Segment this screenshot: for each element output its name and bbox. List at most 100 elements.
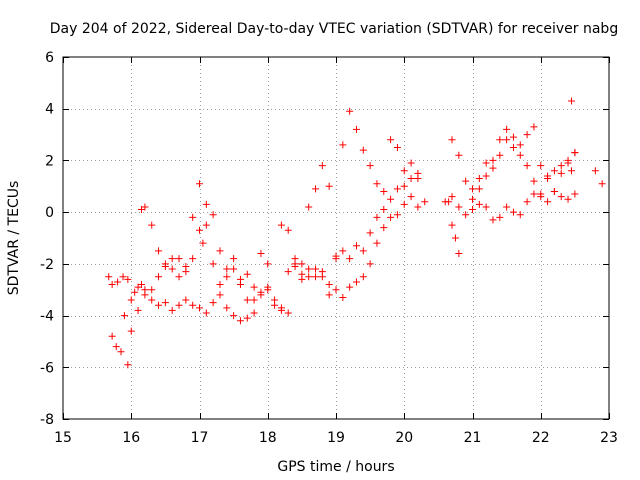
data-point (469, 185, 476, 193)
data-point (414, 203, 422, 211)
data-point (567, 97, 575, 105)
data-point (482, 203, 490, 211)
data-point (448, 193, 456, 201)
data-point (209, 211, 217, 219)
data-point (216, 281, 224, 289)
data-point (373, 239, 381, 247)
data-point (387, 136, 395, 144)
data-point (373, 213, 381, 221)
data-point (567, 167, 575, 175)
data-point (380, 206, 388, 214)
data-point (318, 162, 326, 170)
data-point (284, 226, 292, 234)
data-point (250, 309, 258, 317)
data-point (544, 198, 552, 206)
data-point (127, 296, 135, 304)
tick-layer: 15 16 17 18 19 20 21 22 23 -8 -6 -4 -2 0 2 4 6 (40, 50, 618, 446)
x-tick-label: 18 (259, 430, 277, 446)
data-point (202, 309, 210, 317)
data-point (332, 286, 340, 294)
y-tick-label: 6 (45, 50, 54, 66)
data-point (352, 278, 360, 286)
x-tick-label: 20 (395, 430, 413, 446)
data-point (168, 265, 176, 273)
data-point (284, 268, 292, 276)
data-point (250, 283, 258, 291)
data-point (155, 247, 163, 255)
data-point (230, 255, 238, 263)
data-point (196, 226, 203, 234)
data-point (312, 185, 320, 193)
data-point (216, 291, 224, 299)
data-point (530, 190, 538, 198)
data-point (117, 348, 125, 356)
data-point (277, 306, 285, 314)
data-point (141, 291, 149, 299)
data-point (108, 332, 116, 340)
data-point (564, 159, 572, 167)
data-point (448, 136, 456, 144)
chart-title: Day 204 of 2022, Sidereal Day-to-day VTE… (50, 21, 618, 37)
data-point (462, 177, 470, 185)
data-point (359, 247, 367, 255)
data-point (291, 255, 299, 263)
data-point (284, 309, 292, 317)
data-point (339, 141, 347, 149)
data-point (196, 180, 203, 188)
data-point (108, 281, 116, 289)
data-point (516, 141, 524, 149)
data-point (189, 255, 197, 263)
data-point (182, 296, 190, 304)
data-point (469, 195, 476, 203)
data-point (393, 211, 401, 219)
data-point (598, 180, 606, 188)
data-point (148, 296, 156, 304)
data-point (339, 247, 347, 255)
data-point (277, 221, 285, 229)
data-point (127, 327, 135, 335)
data-point (516, 211, 524, 219)
data-point (509, 144, 517, 151)
data-point (462, 211, 470, 219)
data-point (112, 343, 120, 351)
data-point (216, 247, 224, 255)
data-point (489, 156, 497, 164)
data-point (557, 193, 565, 201)
data-point (134, 306, 142, 314)
y-tick-label: -6 (40, 360, 54, 376)
data-point (114, 278, 122, 286)
data-point (257, 288, 265, 296)
data-point (141, 203, 149, 211)
data-point (298, 275, 306, 283)
data-point (161, 260, 169, 268)
data-point (175, 255, 183, 263)
data-point (148, 286, 156, 294)
y-axis-label: SDTVAR / TECUs (6, 181, 22, 296)
data-point (455, 250, 463, 258)
y-tick-label: -4 (40, 309, 54, 325)
data-point (230, 265, 238, 273)
data-point (482, 159, 490, 167)
data-point (305, 203, 313, 211)
data-point (400, 182, 408, 190)
data-point (325, 281, 333, 289)
x-tick-label: 15 (54, 430, 72, 446)
data-point (407, 159, 415, 167)
data-point (496, 213, 504, 221)
data-point (264, 283, 272, 291)
data-point (530, 123, 538, 131)
data-point (366, 162, 374, 170)
data-point (359, 146, 367, 154)
data-point (346, 283, 354, 291)
data-point (352, 242, 360, 250)
data-point (119, 273, 127, 281)
data-point (209, 260, 217, 268)
data-point (455, 151, 463, 159)
data-point (339, 293, 347, 301)
y-tick-label: -2 (40, 257, 54, 273)
data-point (496, 151, 504, 159)
data-point (318, 268, 326, 276)
data-point (393, 144, 401, 151)
data-point (346, 255, 354, 263)
